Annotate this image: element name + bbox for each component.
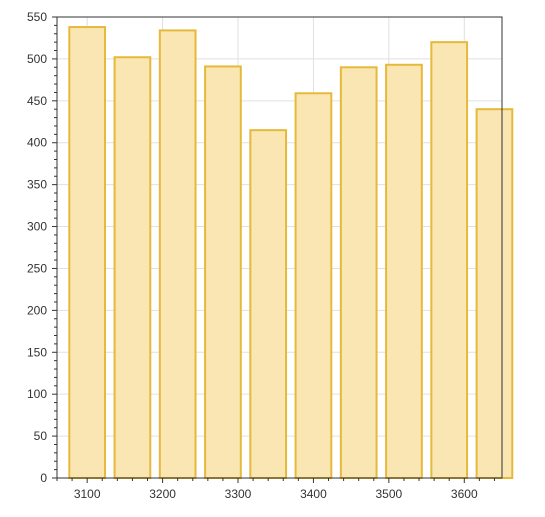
x-axis-ticks: 3100 3200 3300 3400 3500 3600	[56, 478, 495, 501]
y-tick-label: 0	[40, 471, 47, 485]
bars	[68, 26, 514, 480]
bar[interactable]	[68, 26, 107, 479]
y-axis-ticks: 0 50 100 150 200 250 300 350 400 450 500 550	[27, 10, 57, 485]
y-tick-label: 400	[27, 136, 47, 150]
bar[interactable]	[204, 65, 242, 479]
y-tick-label: 50	[34, 429, 48, 443]
bar[interactable]	[113, 56, 152, 479]
axes	[56, 16, 503, 479]
x-tick-label: 3300	[225, 487, 252, 501]
y-tick-label: 200	[27, 303, 47, 317]
y-tick-label: 250	[27, 261, 47, 275]
plot-frame	[56, 16, 503, 479]
y-tick-label: 150	[27, 345, 47, 359]
y-tick-label: 100	[27, 387, 47, 401]
y-tick-label: 550	[27, 10, 47, 24]
y-tick-label: 450	[27, 94, 47, 108]
x-tick-label: 3200	[149, 487, 176, 501]
x-tick-label: 3400	[300, 487, 327, 501]
bar[interactable]	[294, 92, 333, 480]
bar[interactable]	[475, 108, 514, 479]
bar[interactable]	[385, 63, 423, 479]
bar[interactable]	[339, 66, 378, 479]
bar[interactable]	[249, 129, 288, 479]
x-tick-label: 3600	[451, 487, 478, 501]
x-tick-label: 3100	[74, 487, 101, 501]
bar[interactable]	[430, 41, 469, 480]
y-tick-label: 500	[27, 52, 47, 66]
x-tick-label: 3500	[376, 487, 403, 501]
y-tick-label: 300	[27, 220, 47, 234]
y-tick-label: 350	[27, 178, 47, 192]
bar[interactable]	[158, 29, 197, 479]
